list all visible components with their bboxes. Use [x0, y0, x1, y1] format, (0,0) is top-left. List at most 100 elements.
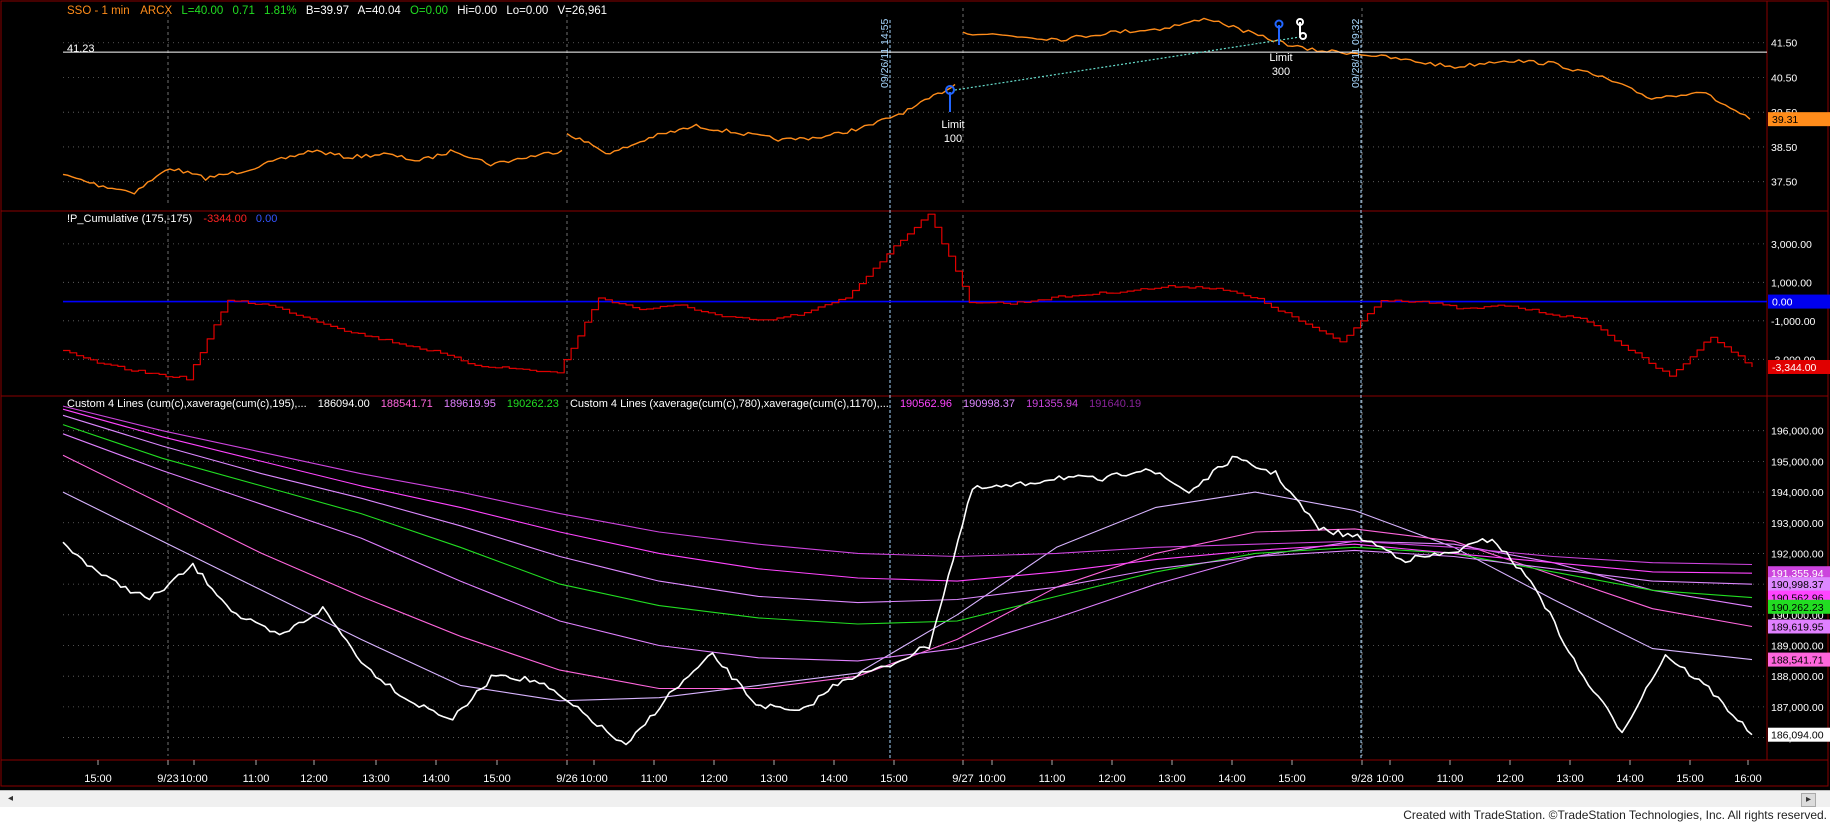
- exit-marker[interactable]: [1296, 18, 1307, 40]
- last-label: L=40.00: [181, 5, 223, 17]
- y-tick-label-p1: 41.50: [1771, 38, 1797, 50]
- study2-v7: 191355.94: [1026, 398, 1078, 410]
- footer-credit: Created with TradeStation. ©TradeStation…: [1403, 808, 1827, 822]
- exit-marker-bottom[interactable]: [1299, 32, 1307, 40]
- x-tick-label: 13:00: [362, 773, 390, 785]
- study2-name: Custom 4 Lines (xaverage(cum(c),780),xav…: [570, 398, 889, 410]
- order-marker-1[interactable]: Limit 100: [941, 85, 965, 145]
- price-line-day1: [62, 149, 563, 195]
- x-tick-label: 9/26: [556, 773, 577, 785]
- y-tick-label-p1: 38.50: [1771, 142, 1797, 154]
- scroll-right-icon[interactable]: ▸: [1801, 793, 1816, 807]
- study-badge: 190,262.23: [1771, 602, 1824, 614]
- x-tick-label: 10:00: [1376, 773, 1404, 785]
- x-tick-label: 9/28: [1351, 773, 1372, 785]
- x-tick-label: 9/23: [157, 773, 178, 785]
- exit-marker-top[interactable]: [1296, 18, 1304, 26]
- footer: Created with TradeStation. ©TradeStation…: [0, 807, 1830, 824]
- study-badge-bg: [1768, 577, 1830, 592]
- vline2-timestamp: 09/28/11 09:32: [1350, 19, 1362, 88]
- x-tick-label: 12:00: [700, 773, 728, 785]
- scroll-left-icon[interactable]: ◂: [7, 793, 14, 804]
- order2-qty: 300: [1272, 66, 1290, 78]
- last-price-badge: 39.31: [1772, 114, 1798, 126]
- study1-v4: 190262.23: [507, 398, 559, 410]
- x-tick-label: 13:00: [1158, 773, 1186, 785]
- horizontal-scrollbar[interactable]: ◂ ▸: [0, 790, 1830, 808]
- ema-line-4: [62, 424, 1753, 625]
- study1-v2: 188541.71: [381, 398, 433, 410]
- x-tick-label: 11:00: [243, 773, 270, 785]
- y-tick-label-p3: 194,000.00: [1771, 487, 1824, 499]
- ema-line-6: [62, 408, 1753, 582]
- x-tick-label: 15:00: [1676, 773, 1704, 785]
- study2-v6: 190998.37: [963, 398, 1015, 410]
- x-tick-label: 9/27: [952, 773, 973, 785]
- x-tick-label: 11:00: [641, 773, 668, 785]
- open-label: O=0.00: [410, 5, 448, 17]
- symbol-label: SSO - 1 min: [67, 5, 130, 17]
- y-tick-label-p1: 37.50: [1771, 177, 1797, 189]
- y-tick-label-p3: 196,000.00: [1771, 426, 1824, 438]
- ema-line-5: [62, 414, 1753, 604]
- order2-type: Limit: [1269, 52, 1292, 64]
- y-tick-label-p3: 193,000.00: [1771, 518, 1824, 530]
- panel3-header: Custom 4 Lines (cum(c),xaverage(cum(c),1…: [67, 398, 1141, 410]
- y-tick-label-p3: 189,000.00: [1771, 641, 1824, 653]
- study1-v3: 189619.95: [444, 398, 496, 410]
- study-badge: 186,094.00: [1771, 730, 1824, 742]
- x-tick-label: 11:00: [1039, 773, 1066, 785]
- ask-label: A=40.04: [358, 5, 402, 17]
- indicator-value-zero: 0.00: [256, 213, 277, 225]
- exchange-label: ARCX: [140, 5, 172, 17]
- x-tick-label: 10:00: [978, 773, 1006, 785]
- order1-handle[interactable]: [945, 85, 955, 95]
- y-tick-label-p3: 188,000.00: [1771, 671, 1824, 683]
- x-tick-label: 15:00: [483, 773, 511, 785]
- study-badge-bg: [1768, 652, 1830, 667]
- order2-handle[interactable]: [1274, 19, 1284, 29]
- x-tick-label: 12:00: [1496, 773, 1524, 785]
- y-tick-label-p3: 195,000.00: [1771, 456, 1824, 468]
- x-tick-label: 10:00: [580, 773, 608, 785]
- x-tick-label: 16:00: [1734, 773, 1762, 785]
- series-layer: [62, 17, 1767, 760]
- order1-type: Limit: [941, 119, 964, 131]
- bid-label: B=39.97: [306, 5, 349, 17]
- cum-last-badge-bg: [1768, 359, 1830, 374]
- y-tick-label-p3: 192,000.00: [1771, 548, 1824, 560]
- price-line-day3: [962, 17, 1751, 120]
- ema-line-3: [62, 433, 1753, 662]
- x-tick-label: 15:00: [84, 773, 112, 785]
- study2-v5: 190562.96: [900, 398, 952, 410]
- ema-line-7: [62, 405, 1753, 566]
- x-tick-label: 12:00: [1098, 773, 1126, 785]
- order-marker-2[interactable]: Limit 300: [1269, 19, 1293, 79]
- study1-name: Custom 4 Lines (cum(c),xaverage(cum(c),1…: [67, 398, 307, 410]
- high-label: Hi=0.00: [457, 5, 497, 17]
- volume-label: V=26,961: [557, 5, 607, 17]
- x-tick-label: 15:00: [880, 773, 908, 785]
- price-line-day2: [566, 83, 956, 155]
- study-badge-bg: [1768, 599, 1830, 614]
- y-tick-label-p1: 40.50: [1771, 72, 1797, 84]
- study-badge-bg: [1768, 619, 1830, 634]
- study-badge-bg: [1768, 727, 1830, 742]
- x-tick-label: 14:00: [422, 773, 450, 785]
- y-tick-label-p2: 1,000.00: [1771, 277, 1812, 289]
- x-tick-label: 12:00: [300, 773, 328, 785]
- percent-label: 1.81%: [264, 5, 297, 17]
- order1-qty: 100: [944, 133, 962, 145]
- axis-layer: 37.5038.5039.5040.5041.503,000.001,000.0…: [84, 38, 1823, 785]
- badge-layer: 39.310.00-3,344.00191,355.94190,998.3719…: [1768, 112, 1830, 742]
- x-tick-label: 14:00: [1218, 773, 1246, 785]
- study-badge: 190,998.37: [1771, 579, 1824, 591]
- study-badge: 189,619.95: [1771, 621, 1824, 633]
- indicator-value: -3344.00: [203, 213, 246, 225]
- x-tick-label: 15:00: [1278, 773, 1306, 785]
- cum-last-badge: -3,344.00: [1772, 362, 1817, 374]
- outer-frame: [0, 0, 1829, 787]
- panel-frames: [0, 0, 1829, 787]
- change-label: 0.71: [232, 5, 254, 17]
- chart-canvas: 37.5038.5039.5040.5041.503,000.001,000.0…: [0, 0, 1830, 787]
